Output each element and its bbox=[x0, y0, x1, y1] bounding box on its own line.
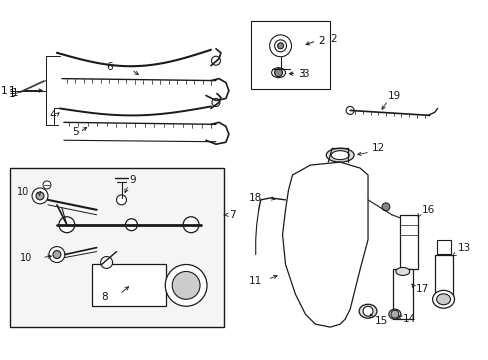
Text: 10: 10 bbox=[17, 187, 29, 197]
Circle shape bbox=[125, 219, 137, 231]
Text: 6: 6 bbox=[106, 62, 113, 72]
Text: 9: 9 bbox=[129, 175, 136, 185]
Text: 14: 14 bbox=[402, 314, 415, 324]
Circle shape bbox=[36, 192, 44, 200]
Text: 8: 8 bbox=[102, 292, 108, 302]
Circle shape bbox=[49, 247, 65, 262]
Ellipse shape bbox=[271, 68, 285, 78]
Bar bbox=[392, 269, 412, 319]
Circle shape bbox=[362, 306, 372, 316]
Text: 3: 3 bbox=[298, 69, 305, 78]
Text: 19: 19 bbox=[387, 90, 400, 100]
Ellipse shape bbox=[269, 35, 291, 57]
Text: 18: 18 bbox=[248, 193, 262, 203]
Bar bbox=[434, 255, 451, 299]
Bar bbox=[399, 215, 417, 269]
Ellipse shape bbox=[358, 304, 376, 318]
Text: 17: 17 bbox=[415, 284, 428, 294]
Circle shape bbox=[116, 195, 126, 205]
Ellipse shape bbox=[388, 309, 400, 319]
Circle shape bbox=[211, 56, 220, 65]
Text: 1: 1 bbox=[9, 89, 16, 99]
Text: 10: 10 bbox=[20, 252, 32, 262]
Circle shape bbox=[53, 251, 61, 258]
Bar bbox=[92, 265, 166, 306]
Text: 12: 12 bbox=[371, 143, 385, 153]
Polygon shape bbox=[282, 162, 367, 327]
Ellipse shape bbox=[172, 271, 200, 299]
Circle shape bbox=[277, 43, 283, 49]
Text: 3: 3 bbox=[302, 69, 308, 78]
Text: 2: 2 bbox=[318, 36, 325, 46]
Ellipse shape bbox=[432, 290, 453, 308]
Ellipse shape bbox=[436, 294, 449, 305]
Circle shape bbox=[183, 217, 199, 233]
Text: 1: 1 bbox=[12, 87, 19, 98]
Text: 5: 5 bbox=[72, 127, 78, 137]
Ellipse shape bbox=[325, 148, 353, 162]
Circle shape bbox=[274, 69, 282, 77]
Text: 1: 1 bbox=[0, 86, 7, 95]
Text: 15: 15 bbox=[374, 316, 387, 326]
Circle shape bbox=[32, 188, 48, 204]
Bar bbox=[250, 21, 329, 89]
Circle shape bbox=[101, 257, 112, 269]
Text: 1: 1 bbox=[9, 86, 16, 95]
Circle shape bbox=[211, 99, 220, 107]
Bar bbox=[10, 168, 224, 327]
Ellipse shape bbox=[165, 265, 206, 306]
Text: 16: 16 bbox=[421, 205, 434, 215]
Text: 11: 11 bbox=[248, 276, 262, 287]
Circle shape bbox=[381, 203, 389, 211]
Bar bbox=[436, 240, 449, 253]
Circle shape bbox=[346, 107, 353, 114]
Circle shape bbox=[43, 181, 51, 189]
Circle shape bbox=[59, 217, 75, 233]
Ellipse shape bbox=[274, 40, 286, 52]
Circle shape bbox=[390, 310, 398, 318]
Text: 7: 7 bbox=[228, 210, 235, 220]
Ellipse shape bbox=[395, 267, 409, 275]
Ellipse shape bbox=[330, 151, 348, 159]
Text: 2: 2 bbox=[329, 34, 336, 44]
Text: 13: 13 bbox=[457, 243, 470, 253]
Text: 4: 4 bbox=[49, 111, 56, 120]
